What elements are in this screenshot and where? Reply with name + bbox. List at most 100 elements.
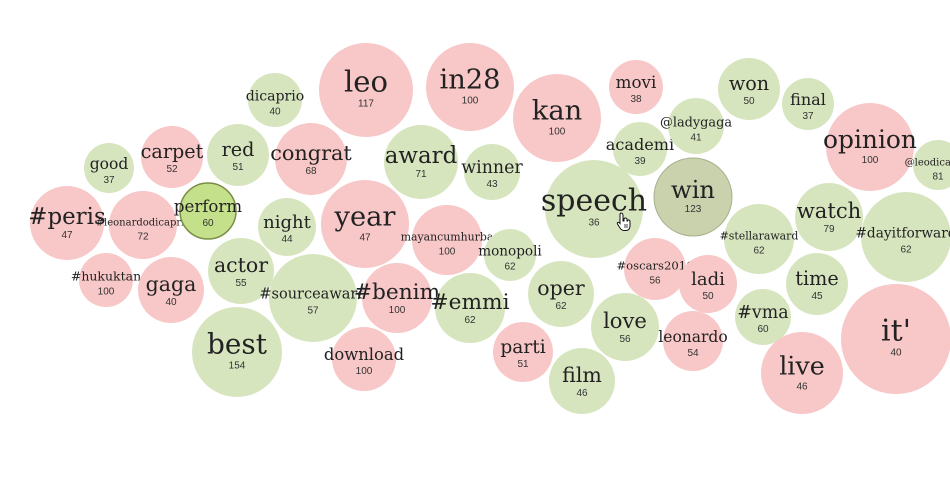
bubble-it[interactable]: it'40 <box>841 284 950 394</box>
bubble-circle[interactable] <box>179 182 237 240</box>
bubble-circle[interactable] <box>464 144 520 200</box>
bubble-good[interactable]: good 37 <box>84 143 134 193</box>
bubble-circle[interactable] <box>613 122 667 176</box>
bubble-circle[interactable] <box>545 160 643 258</box>
bubble-circle[interactable] <box>319 43 413 137</box>
bubble-monopoli[interactable]: monopoli 62 <box>478 229 542 281</box>
bubble-circle[interactable] <box>426 43 514 131</box>
bubble-circle[interactable] <box>653 157 733 237</box>
bubble-download[interactable]: download 100 <box>324 327 405 391</box>
bubble-circle[interactable] <box>624 238 686 300</box>
bubble-circle[interactable] <box>718 58 780 120</box>
bubble-circle[interactable] <box>528 261 594 327</box>
bubble-circle[interactable] <box>208 238 274 304</box>
bubble-circle[interactable] <box>724 204 794 274</box>
bubble-circle[interactable] <box>207 124 269 186</box>
bubble-circle[interactable] <box>384 125 458 199</box>
bubble-leonardo[interactable]: leonardo 54 <box>658 311 728 371</box>
bubble-circle[interactable] <box>841 284 950 394</box>
bubble-final[interactable]: final 37 <box>782 78 834 130</box>
bubble-circle[interactable] <box>84 143 134 193</box>
bubble-sourceaward[interactable]: #sourceaward 57 <box>259 254 367 342</box>
bubble-mayancumhurba[interactable]: mayancumhurba 100 <box>401 205 494 275</box>
bubble-circle[interactable] <box>192 307 282 397</box>
bubble-leonardodicaprio[interactable]: #leonardodicaprio 72 <box>96 191 191 259</box>
bubble-circle[interactable] <box>735 289 791 345</box>
bubble-circle[interactable] <box>332 327 396 391</box>
bubble-circle[interactable] <box>79 253 133 307</box>
bubble-circle[interactable] <box>591 293 659 361</box>
bubble-circle[interactable] <box>109 191 177 259</box>
bubble-circle[interactable] <box>138 257 204 323</box>
bubble-circle[interactable] <box>269 254 357 342</box>
bubble-circle[interactable] <box>679 255 737 313</box>
bubble-word-label: #emmi <box>430 290 509 315</box>
bubble-word-label: congrat <box>270 141 352 165</box>
bubble-hukuktan[interactable]: #hukuktan 100 <box>71 253 141 307</box>
bubble-circle[interactable] <box>141 126 203 188</box>
bubble-circle[interactable] <box>321 180 409 268</box>
bubble-circle[interactable] <box>513 74 601 162</box>
bubble-circle[interactable] <box>663 311 723 371</box>
bubble-circle[interactable] <box>484 229 536 281</box>
bubble-circle[interactable] <box>248 73 302 127</box>
bubble-circle[interactable] <box>826 103 914 191</box>
bubble-academi[interactable]: academi 39 <box>606 122 674 176</box>
bubble-circle[interactable] <box>668 98 724 154</box>
bubble-circle[interactable] <box>412 205 482 275</box>
bubble-circle[interactable] <box>275 123 347 195</box>
bubble-circle[interactable] <box>913 140 950 190</box>
bubble-dayitforward[interactable]: #dayitforward 62 <box>855 192 950 282</box>
bubble-circle[interactable] <box>609 60 663 114</box>
bubble-circle[interactable] <box>786 253 848 315</box>
bubble-movi[interactable]: movi 38 <box>609 60 663 114</box>
bubble-ladygaga[interactable]: @ladygaga 41 <box>660 98 732 154</box>
bubble-circle[interactable] <box>761 332 843 414</box>
bubble-circle[interactable] <box>258 198 316 256</box>
bubble-circle[interactable] <box>435 273 505 343</box>
bubble-circle[interactable] <box>493 322 553 382</box>
bubble-stellaraward[interactable]: #stellaraward 62 <box>720 204 799 274</box>
bubble-word-label: perform <box>174 197 242 216</box>
bubble-perform[interactable]: perform 60 <box>174 182 242 240</box>
bubble-circle[interactable] <box>782 78 834 130</box>
bubble-circle[interactable] <box>30 186 104 260</box>
bubble-circle[interactable] <box>362 263 432 333</box>
bubble-circle[interactable] <box>549 348 615 414</box>
bubble-word-label: love <box>603 308 647 333</box>
bubble-leodicaprio[interactable]: @leodicaprio 81 <box>905 140 950 190</box>
bubble-oscars2016[interactable]: #oscars2016 56 <box>616 238 694 300</box>
bubble-dicaprio[interactable]: dicaprio 40 <box>246 73 305 127</box>
bubble-circle[interactable] <box>861 192 950 282</box>
bubble-circle[interactable] <box>795 183 863 251</box>
